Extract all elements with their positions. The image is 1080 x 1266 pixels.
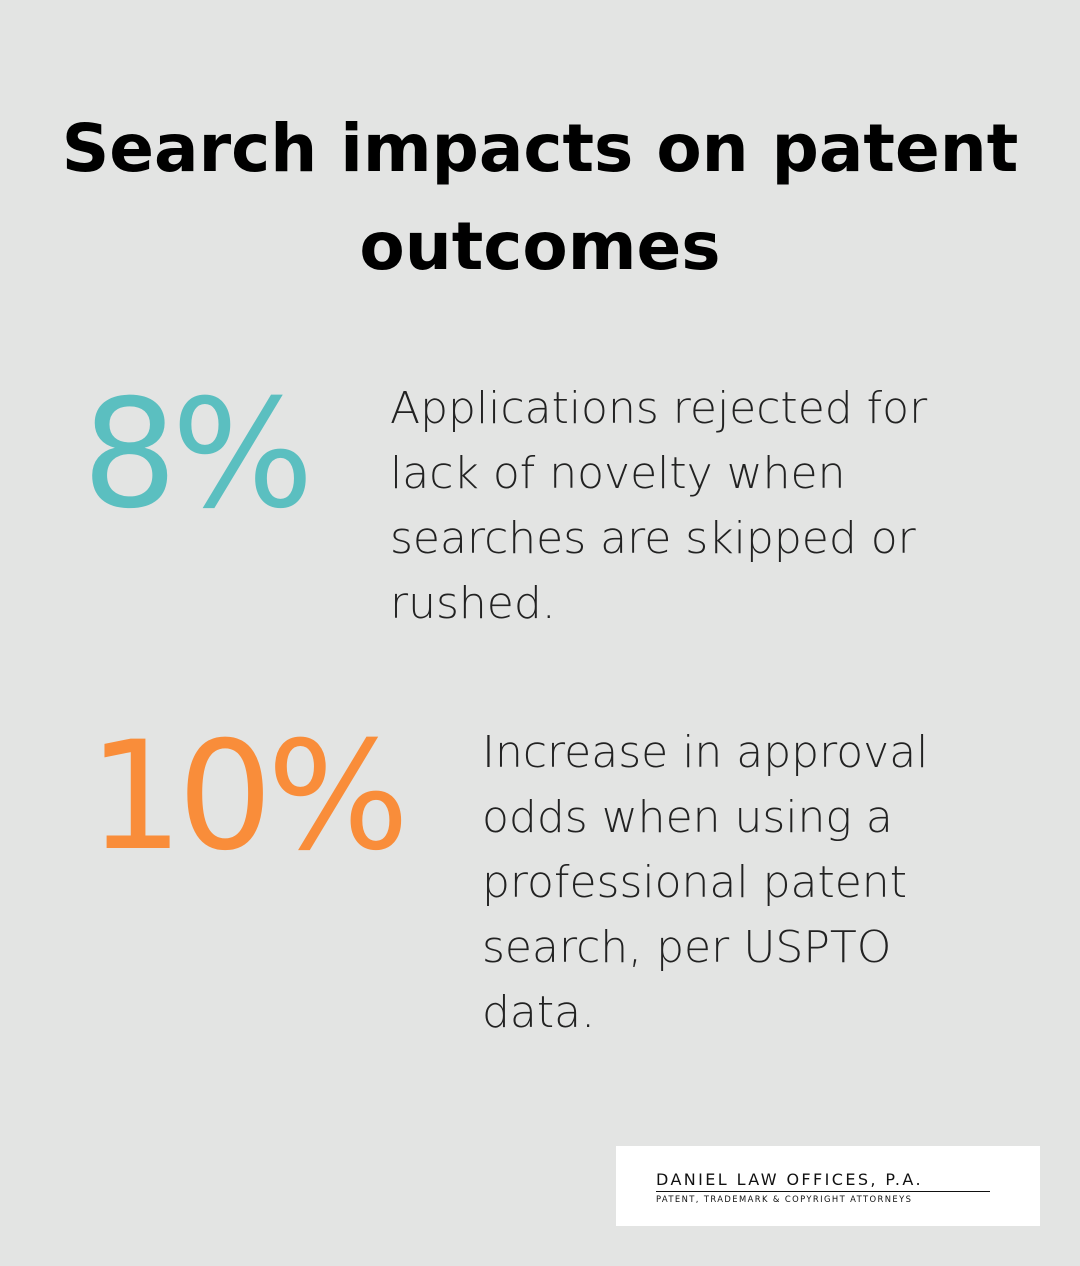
stat-value: 8% xyxy=(82,380,308,530)
stat-value: 10% xyxy=(88,722,403,872)
logo: DANIEL LAW OFFICES, P.A. PATENT, TRADEMA… xyxy=(616,1146,1040,1226)
stat-text: Increase in approval odds when using a p… xyxy=(482,720,952,1045)
firm-name: DANIEL LAW OFFICES, P.A. xyxy=(656,1170,990,1192)
title: Search impacts on patent outcomes xyxy=(60,100,1020,296)
firm-tagline: PATENT, TRADEMARK & COPYRIGHT ATTORNEYS xyxy=(656,1194,912,1204)
stat-text: Applications rejected for lack of novelt… xyxy=(390,376,950,636)
